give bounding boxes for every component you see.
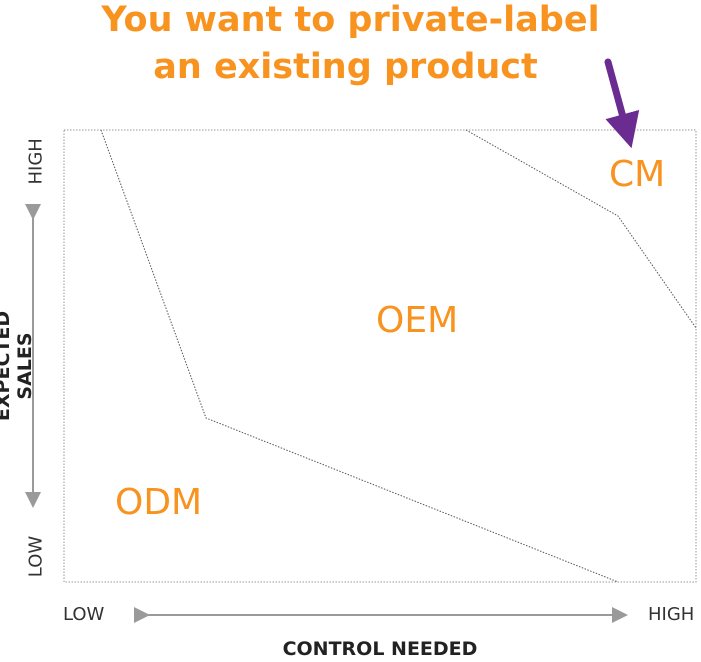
title-line-2: an existing product bbox=[153, 47, 538, 87]
region-oem: OEM bbox=[376, 300, 459, 341]
x-axis-low: LOW bbox=[63, 604, 105, 625]
y-axis-high: HIGH bbox=[25, 138, 47, 185]
region-cm: CM bbox=[609, 154, 666, 195]
x-axis-title: CONTROL NEEDED bbox=[282, 638, 478, 660]
y-axis-title: EXPECTED SALES bbox=[0, 310, 36, 422]
oem-cm-boundary bbox=[465, 129, 697, 329]
matrix-border bbox=[63, 129, 697, 583]
title-line-1: You want to private-label bbox=[101, 0, 600, 40]
purple-arrow-icon bbox=[604, 58, 640, 149]
x-axis-high: HIGH bbox=[648, 604, 695, 625]
y-axis-low: LOW bbox=[25, 535, 47, 578]
odm-oem-boundary bbox=[100, 129, 619, 583]
region-odm: ODM bbox=[115, 482, 203, 523]
